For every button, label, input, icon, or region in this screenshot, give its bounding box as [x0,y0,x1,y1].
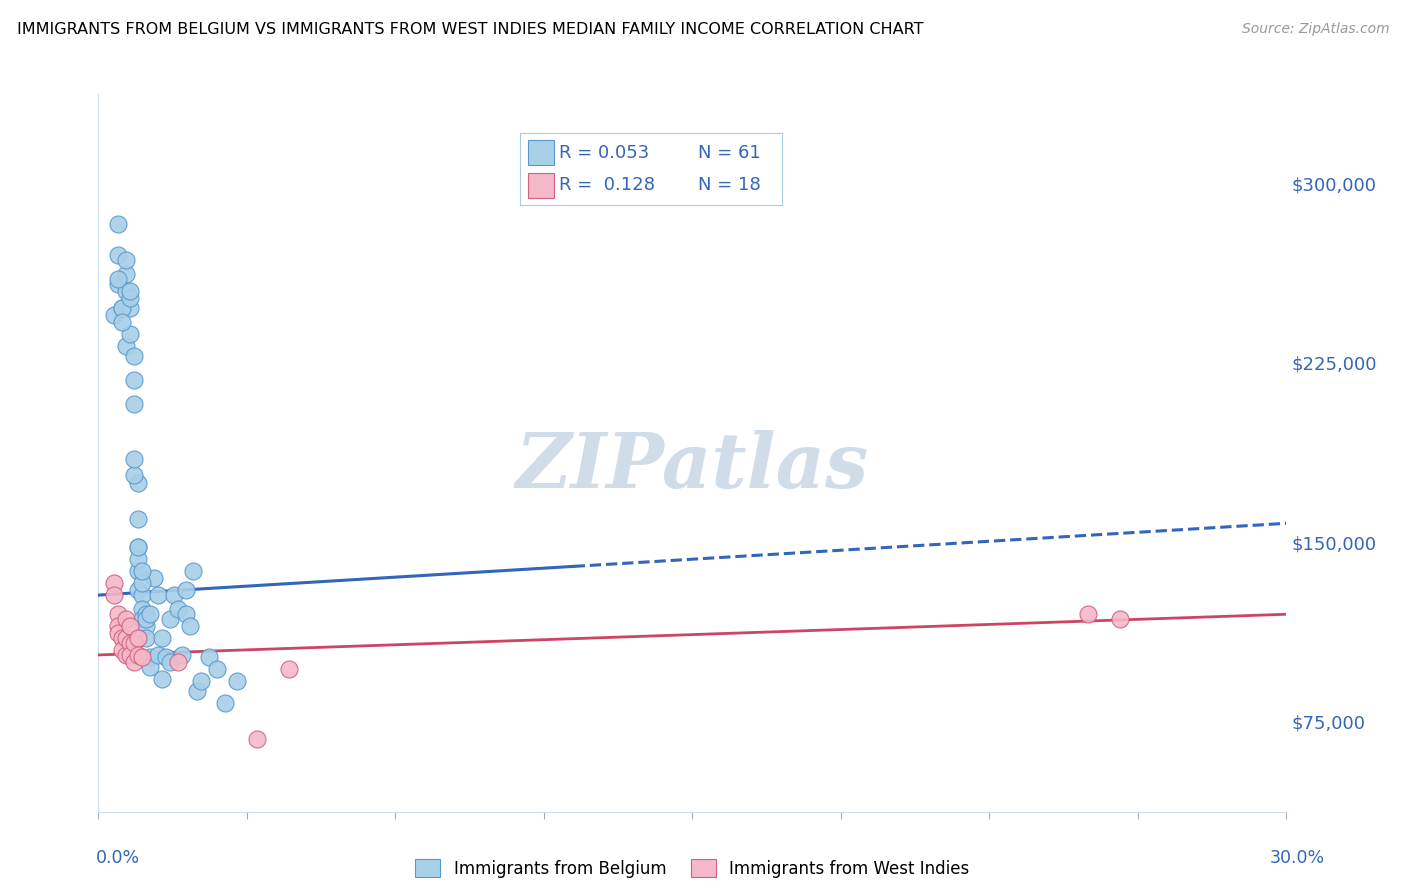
Point [1077,607,1099,622]
Point [127,552,149,566]
Point [120,327,142,342]
Point [122,349,145,363]
Point [142,571,165,585]
Point [131,602,153,616]
Point [111,631,134,645]
Text: IMMIGRANTS FROM BELGIUM VS IMMIGRANTS FROM WEST INDIES MEDIAN FAMILY INCOME CORR: IMMIGRANTS FROM BELGIUM VS IMMIGRANTS FR… [17,22,924,37]
Point [146,588,169,602]
Point [127,648,149,662]
Point [120,301,142,315]
Text: 30.0%: 30.0% [1270,849,1324,867]
Point [131,576,153,591]
Point [115,648,138,662]
Point [186,683,208,698]
Point [214,696,236,710]
Point [127,564,149,578]
Point [122,655,145,669]
Bar [529,140,554,166]
Point [127,511,149,525]
Point [135,631,157,645]
Point [107,626,129,640]
Point [115,631,138,645]
Point [135,612,157,626]
Point [107,277,129,291]
Point [122,451,145,466]
Text: Source: ZipAtlas.com: Source: ZipAtlas.com [1241,22,1389,37]
Point [127,475,149,490]
Point [139,607,162,622]
Point [115,268,138,282]
Point [115,284,138,298]
Point [163,588,186,602]
Point [111,301,134,315]
Point [107,217,129,231]
Point [183,564,205,578]
Point [170,648,193,662]
Bar [529,173,554,198]
Point [174,583,197,598]
Point [103,308,125,322]
Text: 0.0%: 0.0% [96,849,139,867]
Point [120,619,142,633]
Point [111,643,134,657]
Point [166,655,188,669]
Point [155,650,177,665]
Point [122,396,145,410]
Legend: Immigrants from Belgium, Immigrants from West Indies: Immigrants from Belgium, Immigrants from… [406,851,979,886]
Point [205,662,228,676]
Point [120,284,142,298]
Point [174,607,197,622]
Text: N = 61: N = 61 [697,144,761,162]
Point [159,655,181,669]
Text: ZIPatlas: ZIPatlas [516,430,869,504]
Text: N = 18: N = 18 [697,176,761,194]
Point [111,315,134,329]
Point [107,619,129,633]
Point [122,636,145,650]
Text: R =  0.128: R = 0.128 [560,176,655,194]
Text: R = 0.053: R = 0.053 [560,144,650,162]
Point [127,540,149,554]
Point [150,672,173,686]
Point [131,588,153,602]
Point [103,576,125,591]
Point [107,248,129,262]
Point [115,339,138,353]
Point [146,648,169,662]
Point [120,636,142,650]
Point [277,662,299,676]
Point [246,731,269,746]
Point [166,602,188,616]
Point [150,631,173,645]
Point [159,612,181,626]
Point [131,650,153,665]
Point [127,631,149,645]
Point [107,607,129,622]
Point [107,272,129,286]
Point [135,619,157,633]
Point [226,674,249,689]
Point [111,301,134,315]
Point [127,540,149,554]
Point [179,619,201,633]
Point [120,291,142,305]
Point [190,674,212,689]
Point [120,648,142,662]
Point [139,660,162,674]
Point [131,612,153,626]
Point [1109,612,1132,626]
Point [115,612,138,626]
Point [135,607,157,622]
Point [127,583,149,598]
Point [198,650,221,665]
Point [122,468,145,483]
Point [115,252,138,267]
Point [122,373,145,387]
Point [131,564,153,578]
Point [103,588,125,602]
Point [139,650,162,665]
